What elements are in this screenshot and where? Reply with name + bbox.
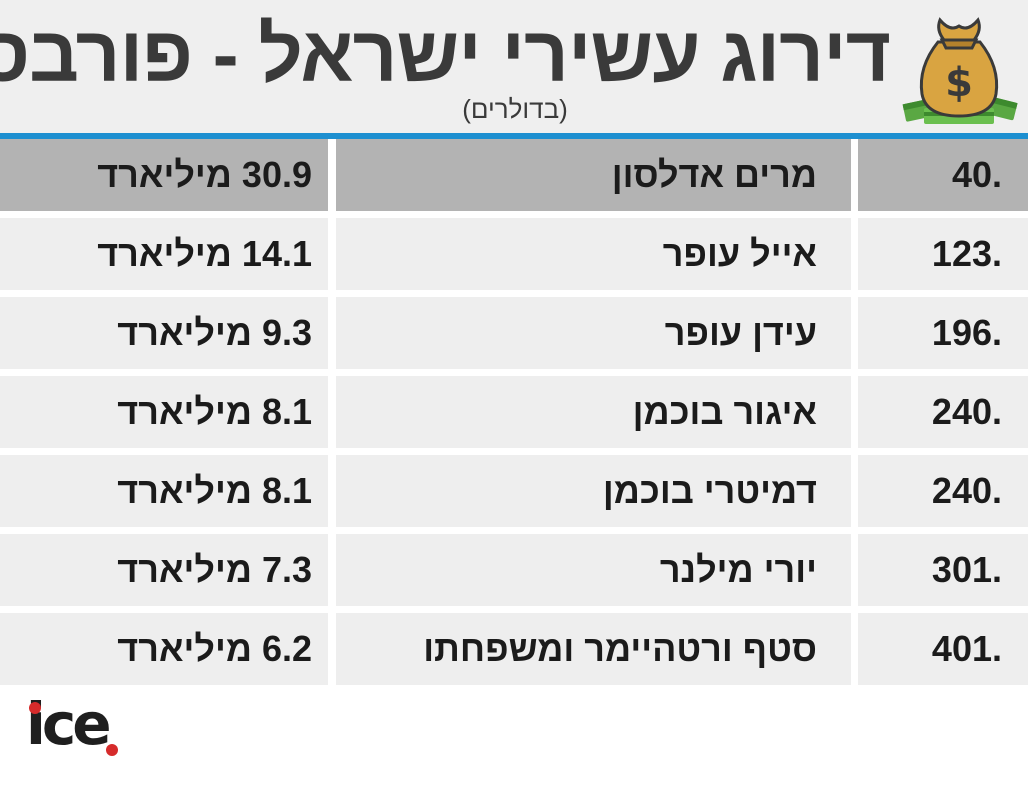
rank-cell: 301. — [858, 534, 1028, 606]
rank-cell: 196. — [858, 297, 1028, 369]
table-row: 30.9 מיליארד מרים אדלסון 40. — [0, 139, 1028, 211]
page-title: דירוג עשירי ישראל - פורבס — [0, 10, 891, 98]
name-cell: איגור בוכמן — [336, 376, 851, 448]
rank-cell: 40. — [858, 139, 1028, 211]
net-worth-cell: 14.1 מיליארד — [0, 218, 328, 290]
net-worth-cell: 6.2 מיליארד — [0, 613, 328, 685]
money-bag-icon: $ — [902, 17, 1018, 124]
accent-line — [0, 133, 1028, 139]
name-cell: יורי מילנר — [336, 534, 851, 606]
logo-text: ice — [26, 690, 112, 758]
rank-cell: 240. — [858, 455, 1028, 527]
logo-i-dot — [29, 702, 41, 714]
name-cell: אייל עופר — [336, 218, 851, 290]
page-subtitle: (בדולרים) — [462, 94, 568, 124]
table-row: 9.3 מיליארד עידן עופר 196. — [0, 297, 1028, 369]
svg-text:$: $ — [945, 60, 973, 106]
table-row: 14.1 מיליארד אייל עופר 123. — [0, 218, 1028, 290]
table-row: 6.2 מיליארד סטף ורטהיימר ומשפחתו 401. — [0, 613, 1028, 685]
rank-cell: 123. — [858, 218, 1028, 290]
name-cell: סטף ורטהיימר ומשפחתו — [336, 613, 851, 685]
net-worth-cell: 7.3 מיליארד — [0, 534, 328, 606]
net-worth-cell: 8.1 מיליארד — [0, 455, 328, 527]
name-cell: דמיטרי בוכמן — [336, 455, 851, 527]
table-row: 7.3 מיליארד יורי מילנר 301. — [0, 534, 1028, 606]
net-worth-cell: 9.3 מיליארד — [0, 297, 328, 369]
rank-cell: 401. — [858, 613, 1028, 685]
name-cell: מרים אדלסון — [336, 139, 851, 211]
table-row: 8.1 מיליארד איגור בוכמן 240. — [0, 376, 1028, 448]
net-worth-cell: 8.1 מיליארד — [0, 376, 328, 448]
header: דירוג עשירי ישראל - פורבס (בדולרים) $ — [0, 0, 1028, 133]
name-cell: עידן עופר — [336, 297, 851, 369]
net-worth-cell: 30.9 מיליארד — [0, 139, 328, 211]
ice-logo: ice — [26, 690, 122, 764]
logo-dot — [106, 744, 118, 756]
table-row: 8.1 מיליארד דמיטרי בוכמן 240. — [0, 455, 1028, 527]
rank-cell: 240. — [858, 376, 1028, 448]
